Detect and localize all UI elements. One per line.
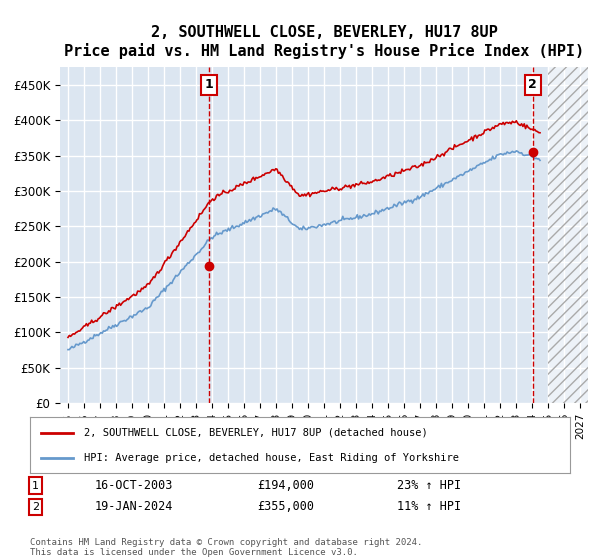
Text: £194,000: £194,000: [257, 479, 314, 492]
Text: 1: 1: [32, 480, 39, 491]
Title: 2, SOUTHWELL CLOSE, BEVERLEY, HU17 8UP
Price paid vs. HM Land Registry's House P: 2, SOUTHWELL CLOSE, BEVERLEY, HU17 8UP P…: [64, 26, 584, 59]
Text: 11% ↑ HPI: 11% ↑ HPI: [397, 500, 461, 514]
Text: 19-JAN-2024: 19-JAN-2024: [95, 500, 173, 514]
Text: 1: 1: [204, 78, 213, 91]
Text: HPI: Average price, detached house, East Riding of Yorkshire: HPI: Average price, detached house, East…: [84, 452, 459, 463]
Text: 2, SOUTHWELL CLOSE, BEVERLEY, HU17 8UP (detached house): 2, SOUTHWELL CLOSE, BEVERLEY, HU17 8UP (…: [84, 428, 428, 438]
Text: £355,000: £355,000: [257, 500, 314, 514]
Text: 2: 2: [529, 78, 537, 91]
Bar: [548, 67, 588, 403]
Text: 23% ↑ HPI: 23% ↑ HPI: [397, 479, 461, 492]
Text: 16-OCT-2003: 16-OCT-2003: [95, 479, 173, 492]
Bar: [548, 67, 588, 403]
Text: 2: 2: [32, 502, 39, 512]
Text: Contains HM Land Registry data © Crown copyright and database right 2024.
This d: Contains HM Land Registry data © Crown c…: [30, 538, 422, 557]
